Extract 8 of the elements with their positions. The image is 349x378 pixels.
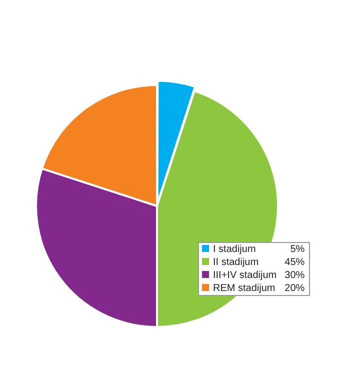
legend-label: REM stadijum bbox=[212, 282, 276, 296]
data-label: 20% bbox=[284, 282, 306, 296]
legend-label: I stadijum bbox=[212, 243, 257, 256]
data-label: 30% bbox=[284, 269, 306, 282]
legend-label: II stadijum bbox=[212, 256, 260, 269]
data-label: 5% bbox=[289, 243, 306, 256]
legend-label: III+IV stadijum bbox=[212, 269, 278, 282]
data-label: 45% bbox=[284, 256, 306, 269]
